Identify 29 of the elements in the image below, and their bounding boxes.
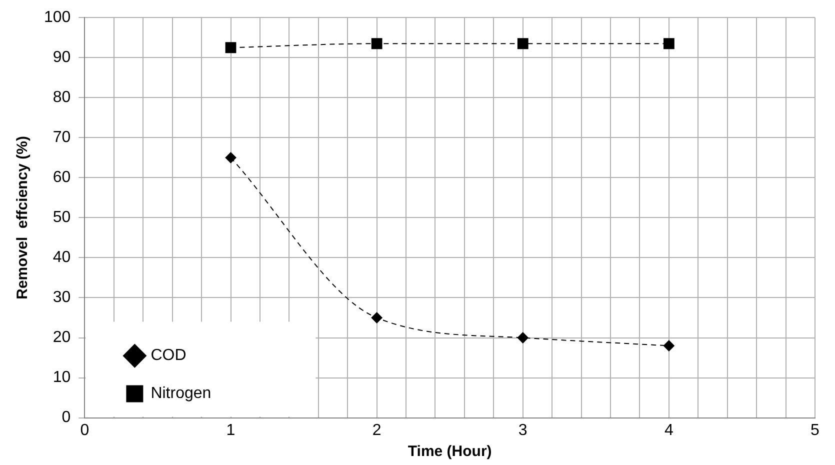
x-tick-label: 2 (372, 422, 382, 439)
point (517, 38, 528, 50)
point (663, 340, 674, 352)
x-tick-label: 1 (226, 422, 236, 439)
x-tick-label: 4 (664, 422, 674, 439)
x-axis-title: Time (Hour) (408, 443, 492, 460)
x-tick-label: 5 (810, 422, 820, 439)
y-tick-label: 10 (52, 369, 71, 386)
legend-label: COD (150, 347, 186, 364)
y-tick-label: 90 (52, 49, 71, 66)
y-tick-label: 60 (52, 169, 71, 186)
y-tick-label: 80 (52, 89, 71, 106)
point (663, 38, 674, 50)
y-tick-label: 20 (52, 329, 71, 346)
point (225, 152, 236, 164)
x-tick-label: 0 (80, 422, 90, 439)
x-tick-label: 3 (518, 422, 528, 439)
y-tick-label: 0 (62, 409, 71, 426)
y-tick-label: 30 (52, 289, 71, 306)
point (371, 38, 382, 50)
y-tick-label: 100 (44, 9, 71, 26)
y-tick-label: 70 (52, 129, 71, 146)
point (517, 332, 528, 344)
point (371, 312, 382, 324)
y-axis-title: Removel effciency (%) (14, 136, 32, 300)
point (225, 42, 236, 54)
y-tick-label: 40 (52, 249, 71, 266)
y-tick-label: 50 (52, 209, 71, 226)
legend-label: Nitrogen (150, 385, 212, 402)
